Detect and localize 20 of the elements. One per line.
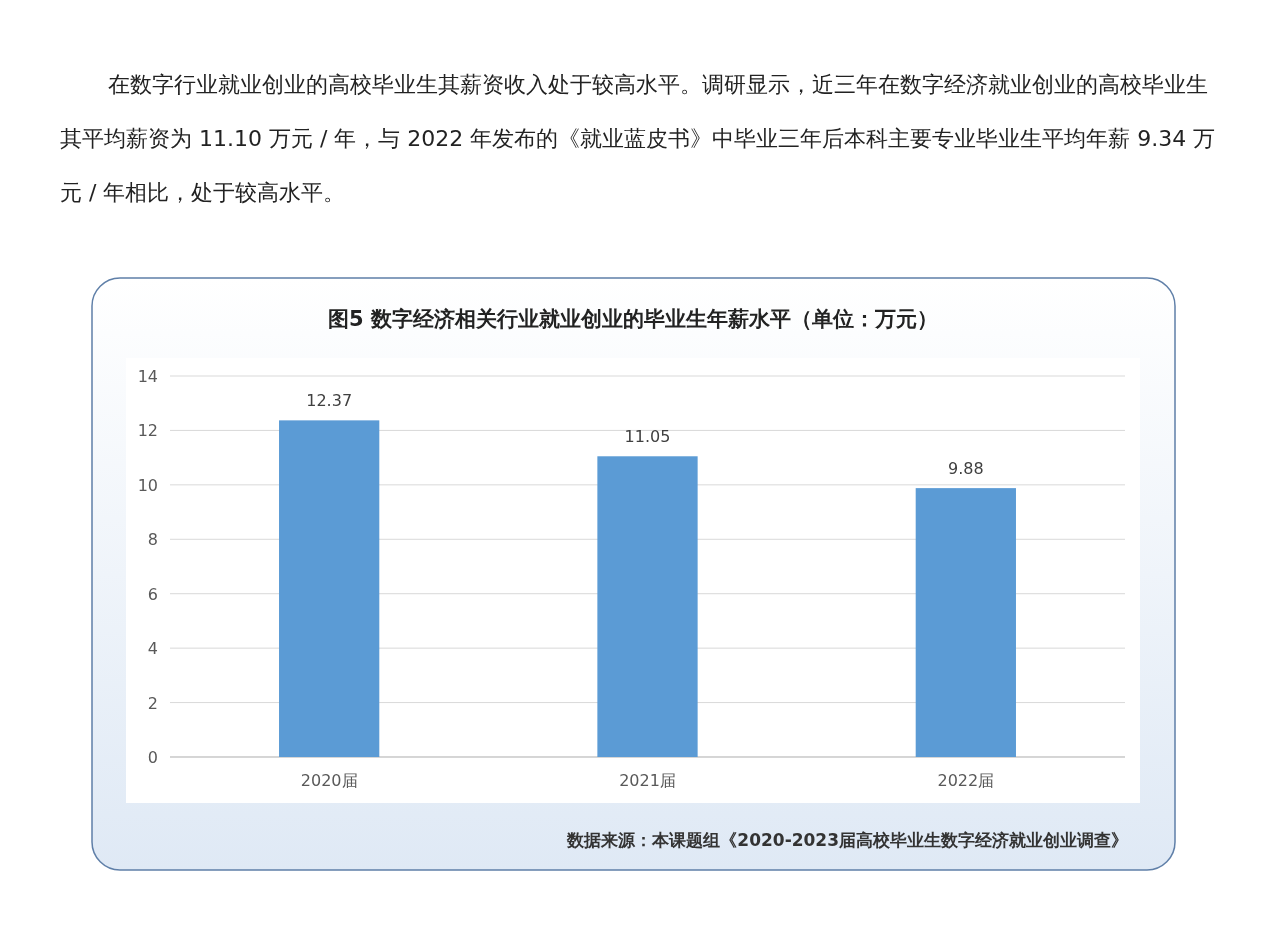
y-tick-label: 6 bbox=[147, 584, 158, 604]
data-label: 12.37 bbox=[306, 391, 353, 411]
chart-title: 图5 数字经济相关行业就业创业的毕业生年薪水平（单位：万元） bbox=[328, 307, 938, 331]
x-tick-label: 2020届 bbox=[300, 771, 358, 790]
data-label: 11.05 bbox=[624, 427, 671, 447]
bar bbox=[597, 456, 698, 757]
y-tick-label: 10 bbox=[137, 475, 158, 495]
x-tick-label: 2022届 bbox=[937, 771, 995, 790]
y-tick-label: 8 bbox=[147, 530, 158, 550]
y-tick-label: 14 bbox=[137, 367, 158, 386]
x-tick-label: 2021届 bbox=[619, 771, 676, 790]
bar bbox=[915, 488, 1016, 757]
y-tick-label: 12 bbox=[137, 421, 158, 441]
data-label: 9.88 bbox=[948, 459, 984, 479]
bar bbox=[279, 420, 380, 757]
y-tick-label: 2 bbox=[147, 693, 158, 713]
source-note: 数据来源：本课题组《2020-2023届高校毕业生数字经济就业创业调查》 bbox=[566, 830, 1128, 850]
y-tick-label: 0 bbox=[147, 748, 158, 767]
text: 在数字行业就业创业的高校毕业生其薪资收入处于较高水平。调研显示，近三年在数字经济就业创业的高校毕业生其平均薪资为 11.10 万元 / 年，与 2022 年发布的《就业蓝皮书》中毕业三年后本科主要专业毕业生平均年薪 9.34 万元 / 年相比，处于较高水平。 bbox=[60, 72, 1216, 205]
y-tick-label: 4 bbox=[147, 639, 158, 659]
